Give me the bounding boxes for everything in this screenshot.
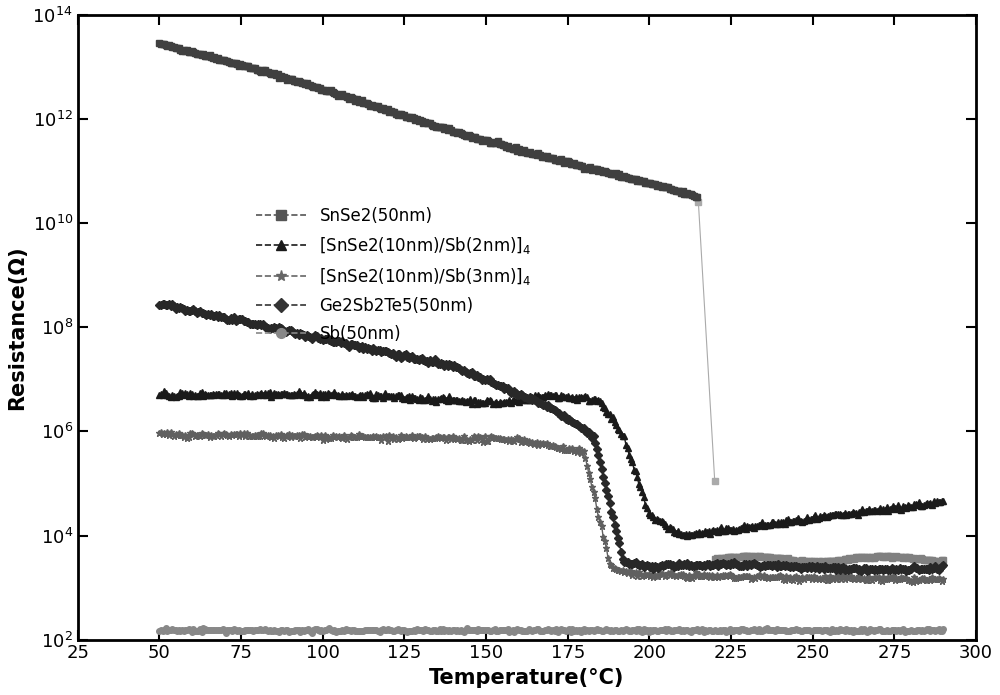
Sb(50nm) [286,627,298,635]
Sb(50nm) [788,626,800,634]
Ge2Sb2Te5(50nm) [278,327,290,335]
Ge2Sb2Te5(50nm) [787,563,799,571]
[SnSe2(10nm)/Sb(2nm)]$_4$ [873,506,885,514]
Sb(50nm) [306,628,318,637]
SnSe2(50nm) [276,72,288,81]
Line: Sb(50nm): Sb(50nm) [157,625,946,635]
[SnSe2(10nm)/Sb(3nm)]$_4$ [165,427,177,436]
Ge2Sb2Te5(50nm) [286,327,298,335]
Sb(50nm) [873,626,885,634]
Sb(50nm) [937,626,949,634]
Sb(50nm) [272,626,284,635]
[SnSe2(10nm)/Sb(3nm)]$_4$ [286,430,298,439]
[SnSe2(10nm)/Sb(3nm)]$_4$ [153,429,165,437]
Line: [SnSe2(10nm)/Sb(3nm)]$_4$: [SnSe2(10nm)/Sb(3nm)]$_4$ [156,428,947,585]
[SnSe2(10nm)/Sb(3nm)]$_4$ [278,434,290,442]
[SnSe2(10nm)/Sb(3nm)]$_4$ [557,441,569,450]
SnSe2(50nm) [285,75,297,83]
[SnSe2(10nm)/Sb(3nm)]$_4$ [787,575,799,584]
SnSe2(50nm) [555,155,567,163]
[SnSe2(10nm)/Sb(2nm)]$_4$ [153,391,165,400]
Sb(50nm) [558,626,570,635]
[SnSe2(10nm)/Sb(2nm)]$_4$ [272,389,284,398]
Sb(50nm) [153,627,165,635]
Sb(50nm) [197,623,209,632]
Sb(50nm) [278,627,290,635]
[SnSe2(10nm)/Sb(3nm)]$_4$ [272,431,284,439]
SnSe2(50nm) [270,71,282,79]
[SnSe2(10nm)/Sb(2nm)]$_4$ [158,386,170,395]
[SnSe2(10nm)/Sb(3nm)]$_4$ [871,573,883,582]
[SnSe2(10nm)/Sb(2nm)]$_4$ [278,389,290,397]
Ge2Sb2Te5(50nm) [158,300,170,308]
Ge2Sb2Te5(50nm) [873,565,885,573]
[SnSe2(10nm)/Sb(2nm)]$_4$ [788,516,800,525]
[SnSe2(10nm)/Sb(2nm)]$_4$ [557,392,569,400]
[SnSe2(10nm)/Sb(3nm)]$_4$ [937,575,949,583]
Ge2Sb2Te5(50nm) [557,411,569,420]
[SnSe2(10nm)/Sb(3nm)]$_4$ [907,578,919,586]
[SnSe2(10nm)/Sb(2nm)]$_4$ [286,391,298,399]
Legend: SnSe2(50nm), [SnSe2(10nm)/Sb(2nm)]$_4$, [SnSe2(10nm)/Sb(3nm)]$_4$, Ge2Sb2Te5(50n: SnSe2(50nm), [SnSe2(10nm)/Sb(2nm)]$_4$, … [248,198,540,351]
SnSe2(50nm) [153,39,165,47]
Line: [SnSe2(10nm)/Sb(2nm)]$_4$: [SnSe2(10nm)/Sb(2nm)]$_4$ [156,388,947,539]
[SnSe2(10nm)/Sb(2nm)]$_4$ [937,497,949,505]
[SnSe2(10nm)/Sb(2nm)]$_4$ [681,532,693,540]
Y-axis label: Resistance(Ω): Resistance(Ω) [7,245,27,409]
Line: SnSe2(50nm): SnSe2(50nm) [157,40,700,200]
Ge2Sb2Te5(50nm) [153,300,165,309]
Ge2Sb2Te5(50nm) [855,566,867,575]
Ge2Sb2Te5(50nm) [272,326,284,334]
Line: Ge2Sb2Te5(50nm): Ge2Sb2Te5(50nm) [157,301,946,573]
Ge2Sb2Te5(50nm) [937,562,949,570]
X-axis label: Temperature(°C): Temperature(°C) [429,668,625,688]
